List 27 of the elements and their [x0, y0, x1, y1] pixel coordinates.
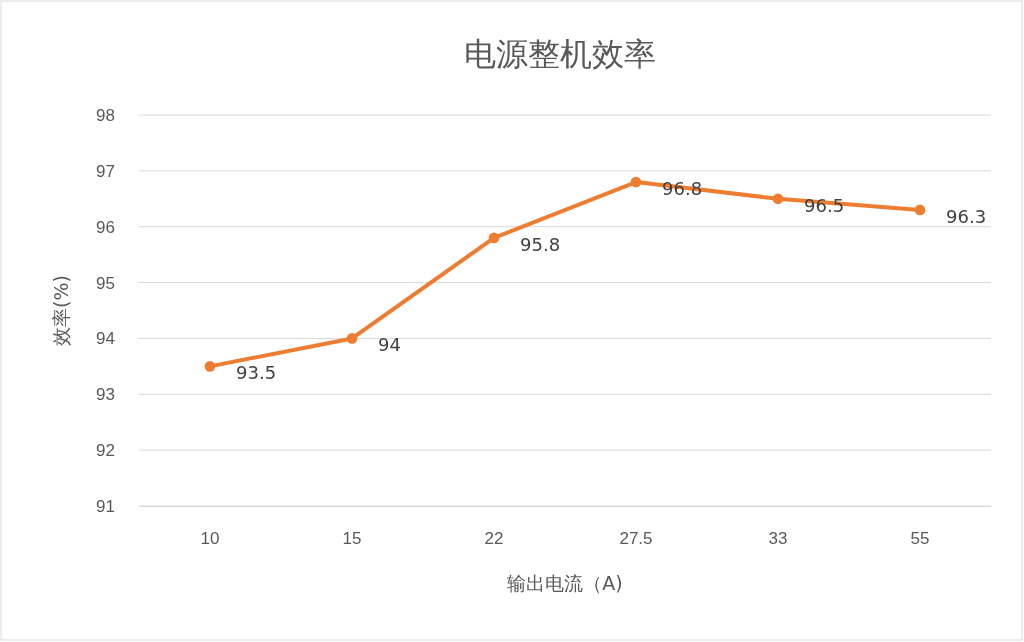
- chart-title: 电源整机效率: [464, 35, 656, 73]
- data-label: 95.8: [520, 233, 561, 255]
- point: [772, 193, 784, 205]
- x-axis-title: 输出电流（A): [507, 572, 623, 594]
- data-label: 93.5: [236, 362, 277, 384]
- y-tick-label: 97: [96, 161, 115, 181]
- point: [346, 333, 358, 344]
- x-tick-label: 15: [342, 529, 362, 549]
- x-tick-label: 33: [768, 529, 788, 549]
- point: [630, 176, 642, 188]
- point: [204, 361, 216, 372]
- y-tick-label: 94: [96, 329, 115, 349]
- x-tick-label: 27.5: [619, 529, 653, 549]
- x-tick-label: 10: [200, 529, 220, 549]
- y-tick-label: 91: [96, 496, 115, 516]
- y-tick-label: 93: [96, 385, 115, 405]
- y-tick-label: 96: [96, 217, 115, 237]
- x-tick-label: 22: [484, 529, 504, 549]
- y-axis-title: 效率(%): [50, 275, 72, 346]
- point: [914, 204, 926, 216]
- point: [488, 232, 500, 244]
- y-tick-label: 92: [96, 441, 115, 461]
- data-label: 96.3: [946, 205, 987, 227]
- x-tick-label: 55: [910, 529, 930, 549]
- y-tick-label: 98: [96, 105, 115, 125]
- data-label: 94: [378, 334, 401, 356]
- y-tick-label: 95: [96, 273, 115, 293]
